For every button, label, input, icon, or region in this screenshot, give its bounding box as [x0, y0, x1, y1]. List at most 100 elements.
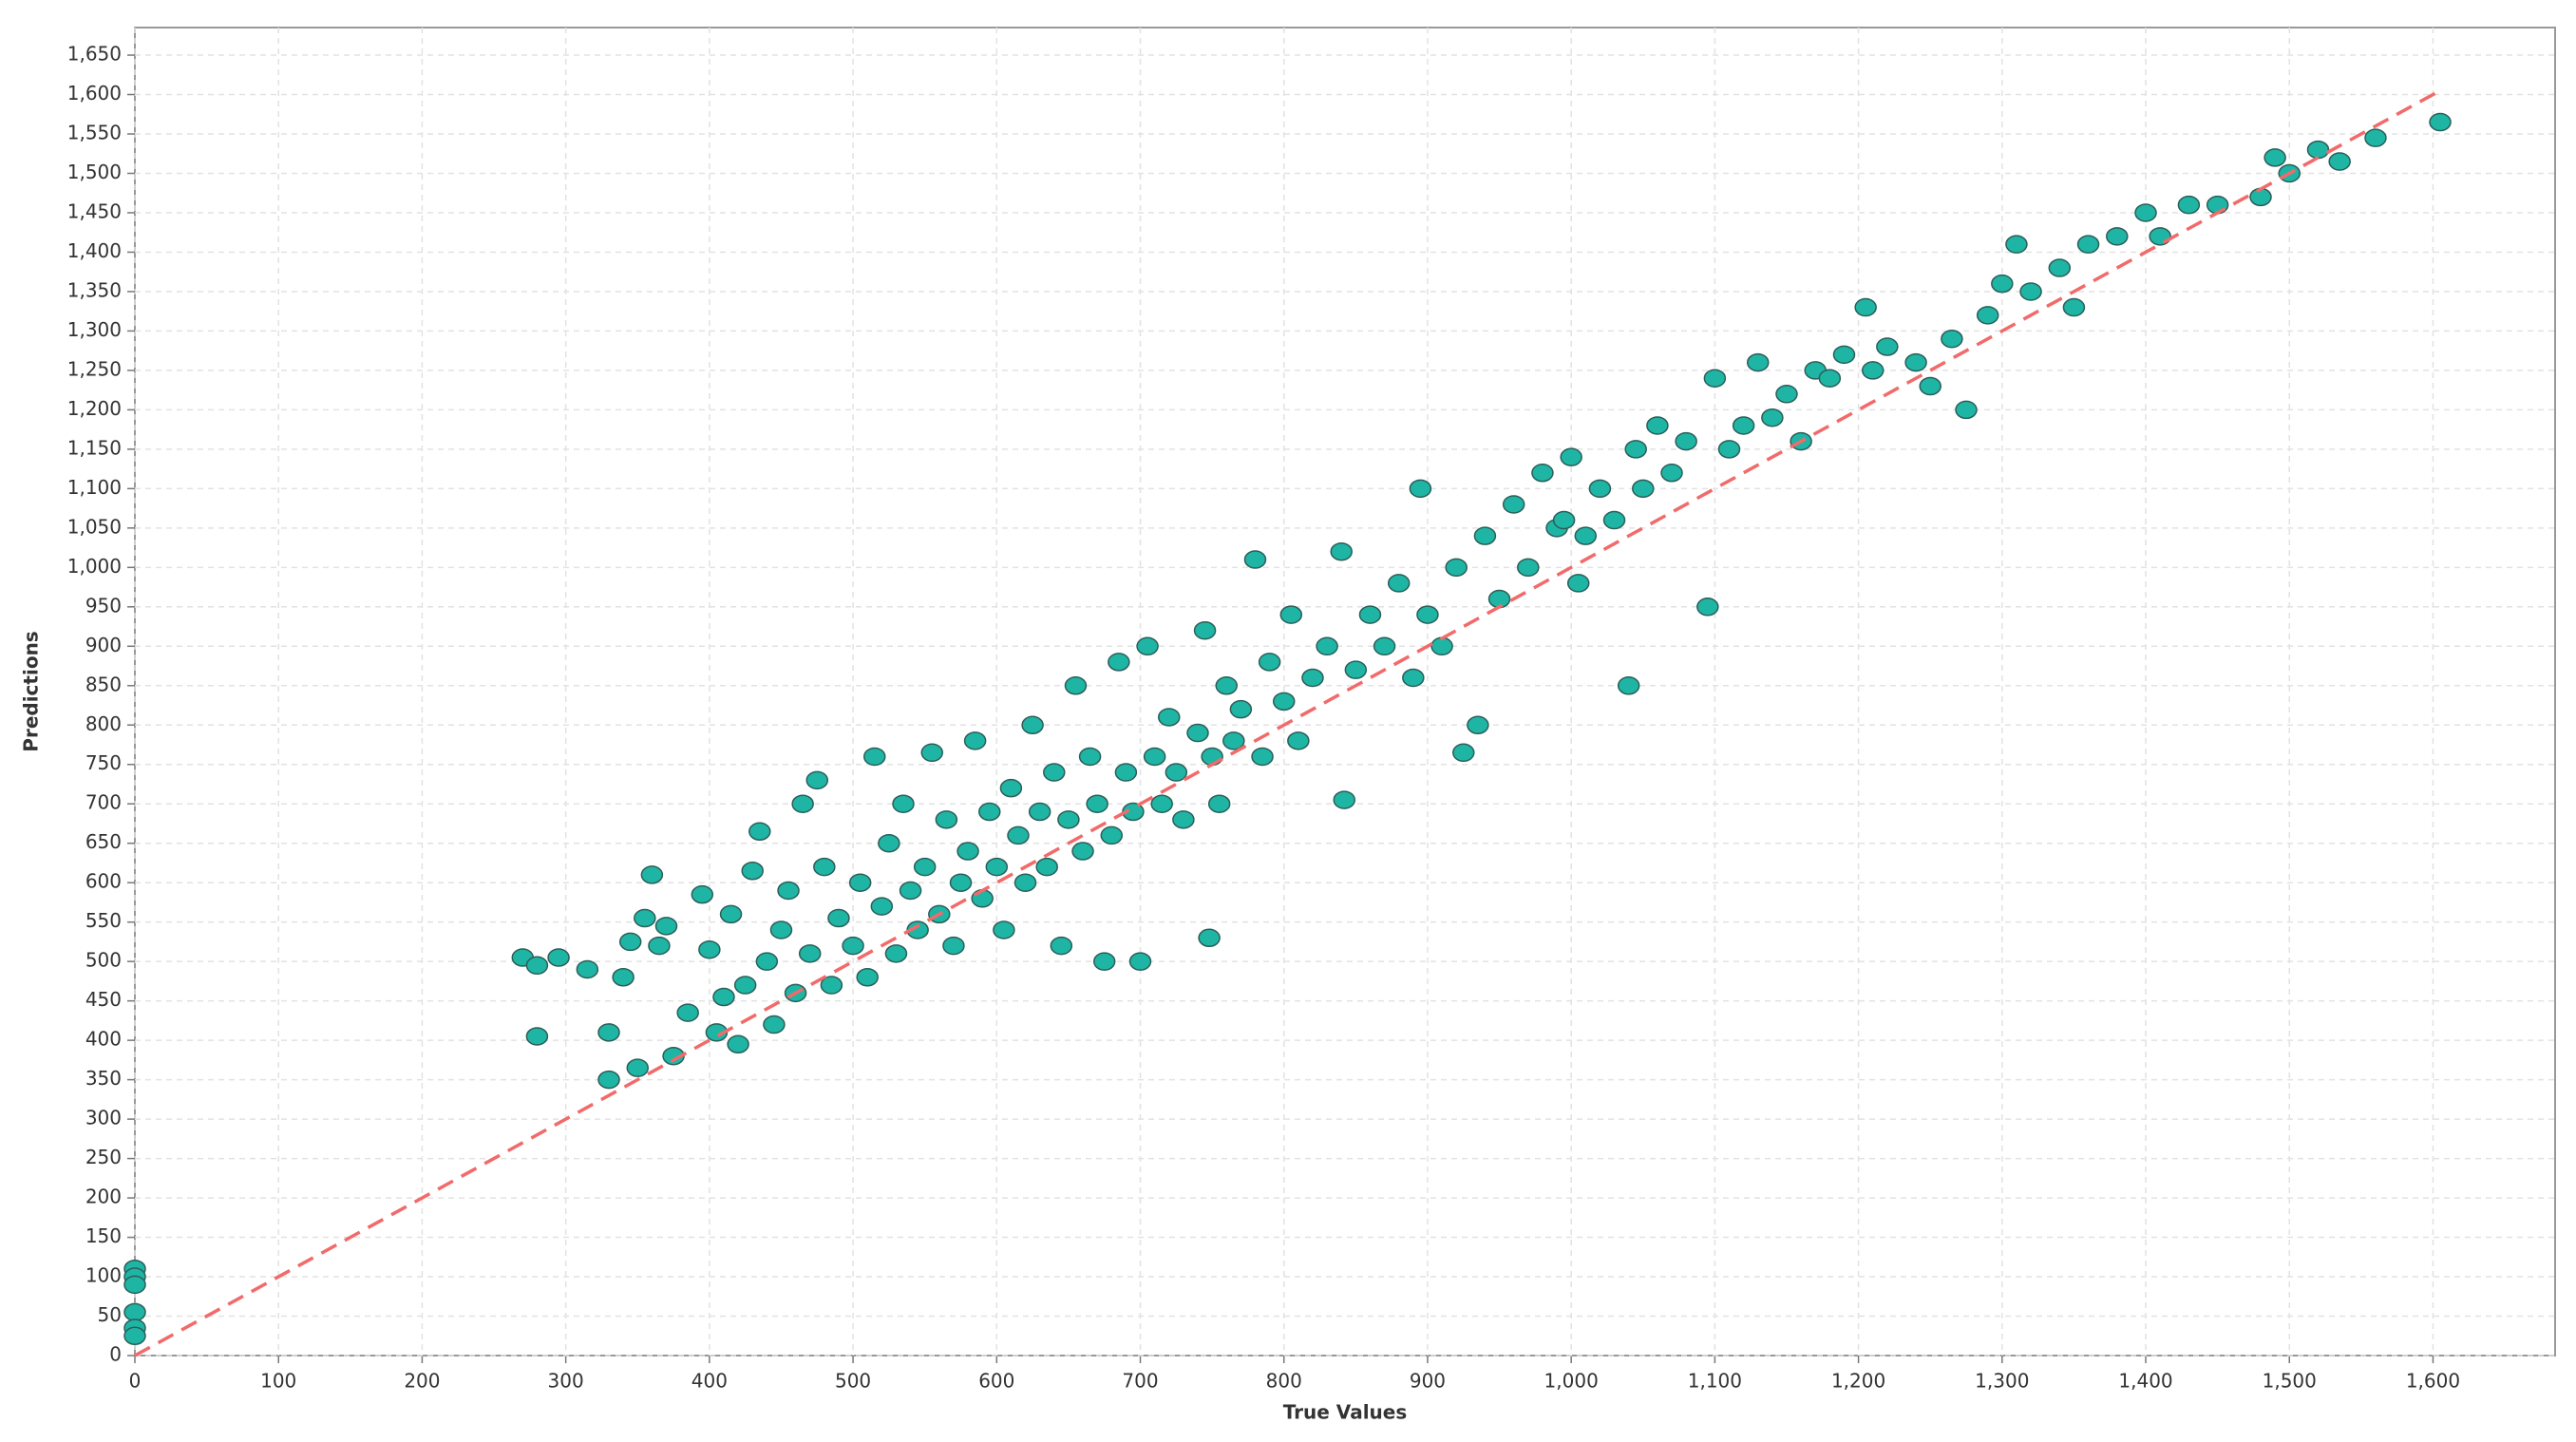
- point: [993, 920, 1015, 939]
- point: [1941, 329, 1963, 349]
- y-tick-label: 1,250: [67, 357, 122, 380]
- point: [1150, 794, 1173, 813]
- point: [870, 897, 894, 916]
- point: [634, 908, 656, 928]
- point: [1172, 810, 1195, 829]
- x-tick-label: 100: [260, 1370, 296, 1393]
- point: [963, 731, 987, 750]
- point: [892, 794, 915, 813]
- y-tick-label: 1,050: [67, 515, 122, 538]
- point: [1373, 636, 1396, 656]
- x-tick-label: 0: [129, 1370, 142, 1393]
- point: [640, 865, 664, 884]
- point: [1013, 873, 1037, 892]
- x-tick-label: 1,000: [1544, 1370, 1599, 1393]
- point: [1775, 385, 1798, 404]
- y-tick-label: 650: [85, 830, 122, 853]
- point: [827, 908, 850, 928]
- point: [2306, 140, 2330, 160]
- y-tick-label: 1,100: [67, 476, 122, 499]
- x-tick-label: 300: [548, 1370, 584, 1393]
- x-tick-label: 800: [1266, 1370, 1302, 1393]
- point: [1531, 464, 1554, 483]
- point: [1955, 400, 1978, 420]
- point: [618, 932, 642, 952]
- point: [1136, 636, 1159, 656]
- point: [1092, 952, 1116, 971]
- y-tick-label: 1,450: [67, 199, 122, 222]
- point: [1818, 369, 1842, 388]
- y-tick-label: 400: [85, 1028, 122, 1051]
- y-tick-label: 600: [85, 870, 122, 893]
- point: [648, 936, 671, 956]
- point: [1158, 708, 1181, 727]
- point: [884, 944, 908, 963]
- point: [1243, 550, 1267, 569]
- x-tick-label: 500: [835, 1370, 871, 1393]
- point: [691, 884, 714, 904]
- point: [1201, 747, 1223, 767]
- point: [2076, 235, 2100, 254]
- x-tick-label: 700: [1122, 1370, 1158, 1393]
- point: [755, 952, 779, 971]
- point: [1732, 416, 1755, 435]
- x-tick-label: 1,400: [2118, 1370, 2172, 1393]
- point: [2364, 128, 2387, 147]
- point: [1057, 810, 1080, 829]
- point: [1215, 676, 1238, 695]
- point: [1028, 802, 1051, 822]
- point: [1207, 794, 1231, 813]
- point: [597, 1023, 620, 1042]
- point: [1222, 731, 1245, 750]
- point: [878, 833, 900, 853]
- y-tick-label: 900: [85, 634, 122, 656]
- y-tick-label: 700: [85, 791, 122, 814]
- point: [654, 917, 678, 936]
- point: [1301, 668, 1324, 688]
- point: [1430, 636, 1453, 656]
- point: [899, 881, 922, 901]
- y-tick-label: 1,550: [67, 122, 122, 144]
- point: [1387, 574, 1411, 593]
- point: [1086, 794, 1108, 813]
- point: [2019, 282, 2042, 301]
- point: [1861, 361, 1885, 380]
- point: [1746, 352, 1770, 372]
- point: [763, 1015, 786, 1034]
- point: [748, 822, 771, 842]
- point: [712, 987, 735, 1007]
- point: [1251, 747, 1274, 767]
- point: [935, 810, 958, 829]
- y-tick-label: 550: [85, 909, 122, 932]
- point: [2206, 195, 2229, 215]
- point: [576, 959, 599, 979]
- point: [2149, 227, 2171, 246]
- x-tick-label: 1,100: [1688, 1370, 1742, 1393]
- point: [1487, 589, 1511, 609]
- point: [1832, 345, 1856, 365]
- point: [1193, 620, 1217, 640]
- point: [1409, 479, 1432, 499]
- point: [805, 770, 829, 790]
- point: [1703, 369, 1727, 388]
- point: [863, 747, 886, 767]
- point: [2177, 195, 2201, 215]
- point: [1007, 825, 1030, 845]
- y-tick-label: 1,300: [67, 318, 122, 341]
- point: [1646, 416, 1669, 435]
- point: [676, 1003, 699, 1022]
- point: [777, 881, 800, 901]
- point: [842, 936, 864, 956]
- point: [798, 944, 822, 963]
- point: [1344, 660, 1368, 679]
- point: [999, 778, 1023, 798]
- point: [1071, 842, 1094, 861]
- y-axis-title: Predictions: [20, 631, 43, 751]
- point: [525, 956, 549, 976]
- point: [1876, 337, 1899, 356]
- point: [985, 857, 1009, 877]
- point: [1976, 306, 1999, 325]
- point: [525, 1027, 549, 1046]
- point: [1416, 605, 1439, 624]
